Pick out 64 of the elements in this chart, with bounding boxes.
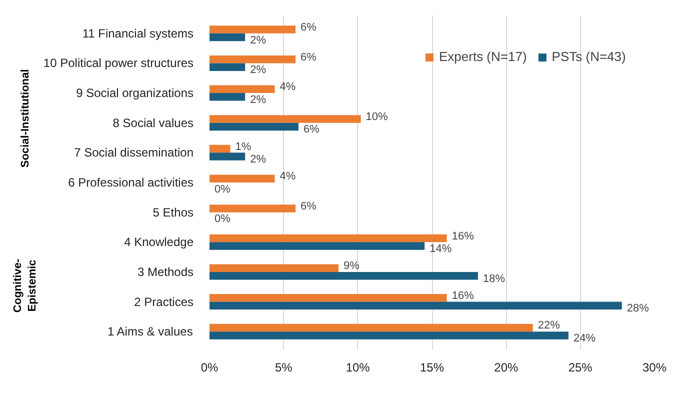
- text: Cognitive- Epistemic: [12, 258, 38, 313]
- data-label: 4%: [280, 81, 296, 94]
- x-tick-label: 20%: [494, 360, 519, 374]
- legend-label: PSTs (N=43): [552, 49, 626, 64]
- bar: [210, 174, 275, 182]
- data-label: 2%: [250, 64, 266, 76]
- data-label: 28%: [626, 302, 650, 315]
- data-label: 16%: [452, 230, 474, 242]
- y-tick-label: 7 Social dissemination: [74, 146, 194, 160]
- bar: [210, 324, 533, 332]
- x-tick-label: 25%: [568, 360, 593, 374]
- data-label: 24%: [573, 332, 596, 344]
- bar: [210, 204, 296, 212]
- data-label: 10%: [366, 110, 388, 123]
- bar: [210, 33, 246, 42]
- x-tick-label: 15%: [420, 360, 444, 374]
- data-label: 22%: [538, 320, 560, 332]
- bar: [210, 242, 425, 250]
- data-label: 2%: [250, 34, 266, 46]
- bar: [210, 122, 298, 131]
- y-tick-label: 5 Ethos: [152, 205, 194, 220]
- x-tick-label: 10%: [346, 360, 370, 374]
- x-tick-label: 0%: [200, 360, 218, 374]
- bar: [210, 332, 568, 340]
- x-tick-label: 30%: [642, 360, 667, 374]
- bar: [210, 264, 339, 272]
- y-tick-label: 9 Social organizations: [76, 86, 194, 100]
- bar: [210, 144, 230, 153]
- bar: [210, 63, 246, 71]
- data-label: 4%: [280, 170, 296, 183]
- data-label: 6%: [300, 51, 317, 64]
- bar: [210, 302, 622, 310]
- data-label: 16%: [452, 290, 474, 302]
- data-label: 6%: [300, 22, 317, 34]
- bar: [210, 26, 296, 34]
- bar: [210, 152, 246, 160]
- bar: [210, 234, 447, 242]
- data-label: 6%: [304, 124, 320, 136]
- bar: [210, 294, 447, 302]
- data-label: 18%: [482, 272, 506, 285]
- data-label: 0%: [214, 183, 231, 196]
- bar: [210, 93, 246, 101]
- y-tick-label: 8 Social values: [112, 116, 194, 130]
- data-label: 0%: [214, 213, 231, 226]
- bar: [210, 272, 478, 280]
- y-tick-label: 10 Political power structures: [43, 56, 194, 70]
- y-tick-label: 2 Practices: [134, 294, 194, 309]
- data-label: 1%: [235, 140, 252, 153]
- y-tick-label: 1 Aims & values: [107, 324, 193, 339]
- text: Social-Institutional: [19, 69, 32, 168]
- data-label: 6%: [300, 200, 317, 212]
- legend-label: Experts (N=17): [439, 49, 527, 64]
- y-tick-label: 3 Methods: [137, 264, 194, 279]
- data-label: 2%: [250, 94, 266, 106]
- data-label: 14%: [430, 243, 452, 256]
- y-tick-label: 6 Professional activities: [68, 176, 194, 190]
- bar: [210, 55, 296, 64]
- data-label: 2%: [250, 154, 266, 166]
- bar: [210, 115, 361, 123]
- bar: [210, 85, 275, 94]
- y-tick-label: 4 Knowledge: [124, 235, 194, 250]
- data-label: 9%: [344, 260, 360, 272]
- y-tick-label: 11 Financial systems: [82, 26, 194, 40]
- x-tick-label: 5%: [274, 360, 293, 374]
